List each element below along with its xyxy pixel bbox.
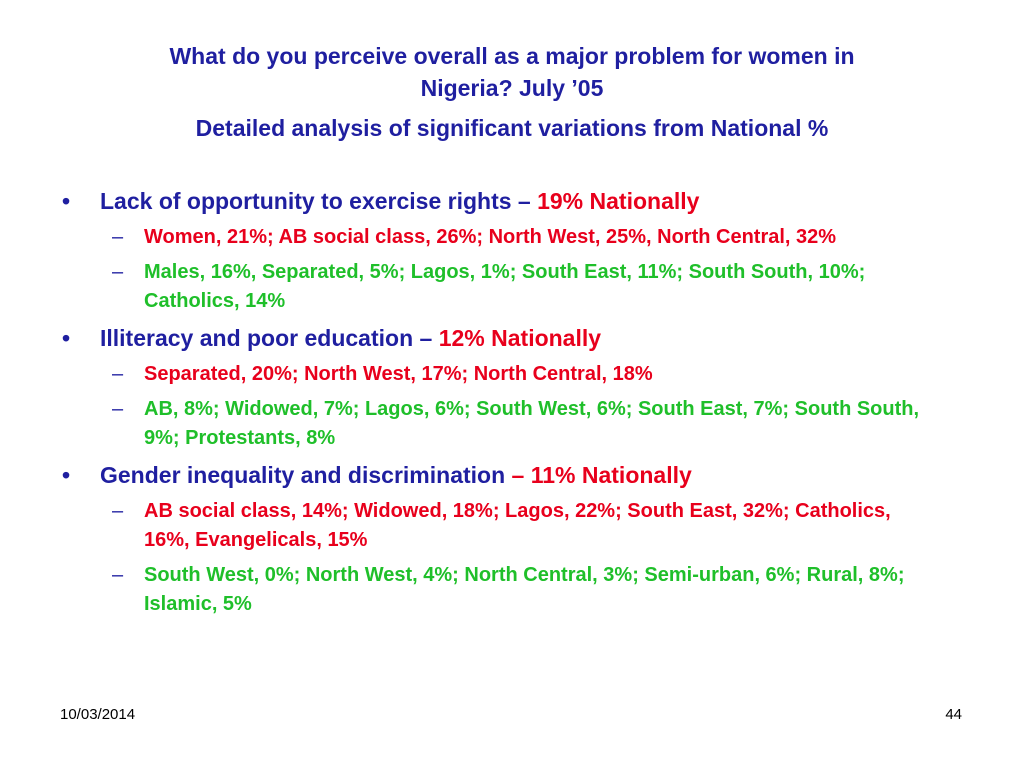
sub-item-text: AB, 8%; Widowed, 7%; Lagos, 6%; South We…: [144, 398, 920, 449]
bullet-item: • Lack of opportunity to exercise rights…: [62, 185, 962, 217]
bullet-icon: •: [62, 462, 71, 488]
dash-icon: –: [112, 261, 124, 283]
dash-icon: –: [112, 398, 124, 420]
dash-icon: –: [112, 564, 124, 586]
title-line-2: Nigeria? July ’05: [420, 75, 604, 101]
bullet-item: • Gender inequality and discrimination –…: [62, 459, 962, 491]
sub-item: – Women, 21%; AB social class, 26%; Nort…: [112, 223, 962, 252]
bullet-label: Gender inequality and discrimination: [100, 462, 512, 488]
slide-subtitle: Detailed analysis of significant variati…: [195, 115, 829, 141]
page-number: 44: [945, 706, 962, 723]
bullet-label: Lack of opportunity to exercise rights –: [100, 188, 538, 214]
sub-item-text: Women, 21%; AB social class, 26%; North …: [144, 226, 837, 248]
dash-icon: –: [112, 226, 124, 248]
bullet-national-figure: 12% Nationally: [438, 325, 602, 351]
sub-item-text: Separated, 20%; North West, 17%; North C…: [144, 363, 653, 385]
slide-title: What do you perceive overall as a major …: [60, 40, 964, 144]
title-line-1: What do you perceive overall as a major …: [169, 43, 855, 69]
dash-icon: –: [112, 363, 124, 385]
sub-item: – Males, 16%, Separated, 5%; Lagos, 1%; …: [112, 258, 962, 316]
dash-icon: –: [112, 500, 124, 522]
sub-item: – Separated, 20%; North West, 17%; North…: [112, 360, 962, 389]
bullet-icon: •: [62, 325, 71, 351]
footer-date: 10/03/2014: [60, 706, 136, 723]
bullet-text: Lack of opportunity to exercise rights –…: [100, 185, 699, 217]
sub-item: – AB, 8%; Widowed, 7%; Lagos, 6%; South …: [112, 395, 962, 453]
bullet-text: Illiteracy and poor education – 12% Nati…: [100, 322, 601, 354]
bullet-item: • Illiteracy and poor education – 12% Na…: [62, 322, 962, 354]
sub-item-text: Males, 16%, Separated, 5%; Lagos, 1%; So…: [144, 261, 866, 312]
sub-item: – South West, 0%; North West, 4%; North …: [112, 561, 962, 619]
bullet-icon: •: [62, 188, 71, 214]
sub-item: – AB social class, 14%; Widowed, 18%; La…: [112, 497, 962, 555]
bullet-national-figure: – 11% Nationally: [511, 462, 692, 488]
sub-item-text: AB social class, 14%; Widowed, 18%; Lago…: [144, 500, 891, 551]
bullet-text: Gender inequality and discrimination – 1…: [100, 459, 692, 491]
bullet-label: Illiteracy and poor education –: [100, 325, 439, 351]
bullet-list: • Lack of opportunity to exercise rights…: [62, 185, 962, 625]
bullet-national-figure: 19% Nationally: [537, 188, 700, 214]
sub-item-text: South West, 0%; North West, 4%; North Ce…: [144, 564, 905, 615]
